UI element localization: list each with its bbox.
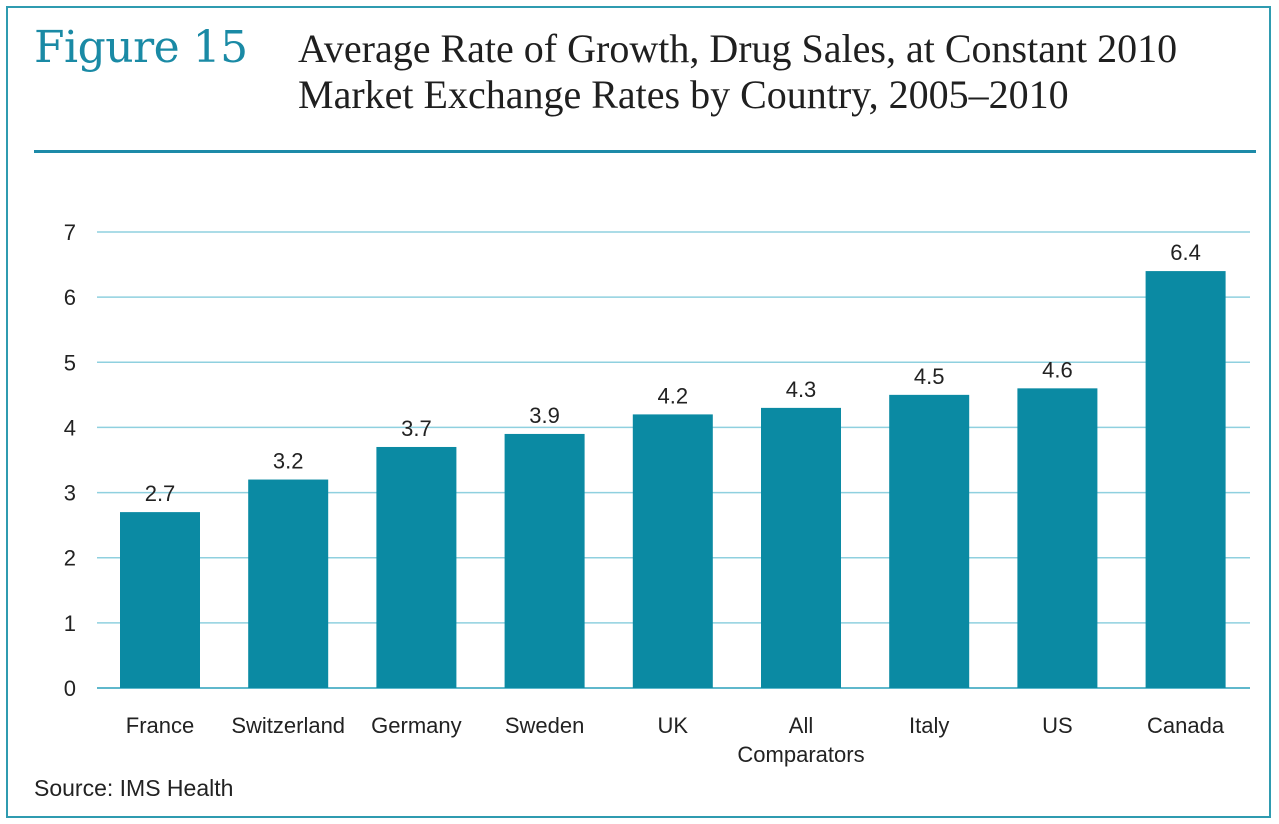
x-tick-label: US [1042,713,1073,738]
y-tick-label: 0 [64,676,76,701]
y-tick-label: 3 [64,481,76,506]
bar-value-label: 3.9 [529,403,560,428]
x-tick-label: Canada [1147,713,1225,738]
bar [889,394,970,688]
x-tick-label: UK [658,713,689,738]
y-tick-label: 1 [64,611,76,636]
x-tick-label: France [126,713,194,738]
chart-title: Average Rate of Growth, Drug Sales, at C… [298,26,1268,118]
x-tick-label: Switzerland [231,713,345,738]
bars [120,271,1226,688]
bar-value-label: 3.2 [273,449,304,474]
bar-value-label: 4.5 [914,364,945,389]
chart-title-line-2: Market Exchange Rates by Country, 2005–2… [298,72,1069,117]
bar-value-label: 4.3 [786,377,817,402]
bar [504,433,585,688]
x-tick-label: Sweden [505,713,585,738]
y-tick-label: 4 [64,415,76,440]
x-tick-label: Germany [371,713,461,738]
bar [120,512,200,688]
bar-value-label: 6.4 [1170,240,1201,265]
bar [761,407,841,688]
y-tick-label: 2 [64,546,76,571]
source-note: Source: IMS Health [34,775,234,801]
bar-value-label: 2.7 [145,481,176,506]
title-rule [34,150,1256,153]
bar [1017,388,1098,688]
x-tick-label: All Comparators [737,713,864,767]
x-tick-label: Italy [909,713,949,738]
figure-label: Figure 15 [34,22,248,73]
y-tick-label: 7 [64,220,76,245]
value-labels: 2.7 3.2 3.7 3.9 4.2 4.3 4.5 4.6 6.4 [145,240,1201,506]
bar-value-label: 4.6 [1042,357,1073,382]
y-tick-label: 6 [64,285,76,310]
bar [376,446,457,688]
bar [1145,271,1226,688]
bar [632,414,713,688]
bar-value-label: 4.2 [658,383,689,408]
chart-title-line-1: Average Rate of Growth, Drug Sales, at C… [298,26,1178,71]
bar-value-label: 3.7 [401,416,432,441]
bar [248,479,329,688]
y-axis-ticks: 0 1 2 3 4 5 6 7 [64,220,76,701]
x-axis-ticks: France Switzerland Germany Sweden UK All Compa… [126,713,1225,767]
y-tick-label: 5 [64,350,76,375]
